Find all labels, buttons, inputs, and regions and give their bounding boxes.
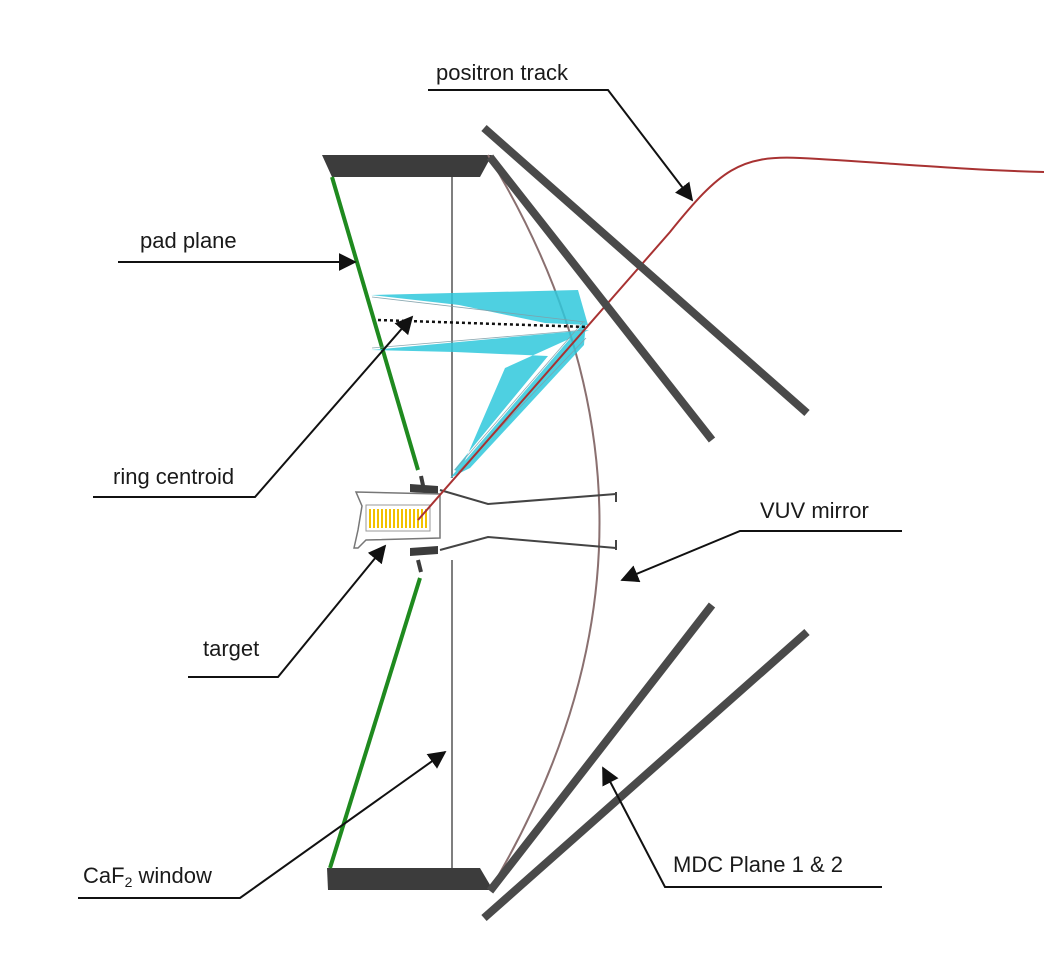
beam-pipe-upper — [439, 489, 617, 506]
beam-pipe-lower-stub — [410, 546, 438, 556]
bottom-frame-bar — [327, 868, 493, 890]
label-ring-centroid: ring centroid — [113, 464, 234, 489]
top-frame-bar — [322, 155, 492, 177]
vuv-mirror — [487, 154, 601, 891]
mdc-plane-1-top — [481, 125, 810, 416]
leader-mdc-planes — [602, 766, 882, 888]
positron-track — [417, 156, 1044, 521]
beam-pipe-upper-stub — [410, 484, 438, 494]
label-pad-plane: pad plane — [140, 228, 237, 253]
pad-plane-gap-bottom — [416, 559, 423, 573]
pad-plane-lower — [328, 577, 422, 869]
leader-caf2-window — [78, 750, 447, 899]
label-caf2-window: CaF2 window — [83, 863, 212, 890]
beam-pipe-lower — [439, 535, 617, 551]
label-positron-track: positron track — [436, 60, 569, 85]
mdc-plane-1-bottom — [486, 602, 716, 894]
leader-vuv-mirror — [620, 530, 902, 583]
pad-plane-upper — [330, 176, 420, 471]
mdc-plane-2-bottom — [481, 629, 810, 921]
leader-positron-track — [428, 89, 694, 202]
label-mdc-planes: MDC Plane 1 & 2 — [673, 852, 843, 877]
target-assembly — [353, 491, 441, 549]
leader-target — [188, 544, 387, 678]
label-vuv-mirror: VUV mirror — [760, 498, 869, 523]
leader-ring-centroid — [93, 315, 414, 498]
label-target: target — [203, 636, 259, 661]
ring-centroid-line — [377, 318, 589, 329]
mdc-plane-2-top — [486, 154, 716, 443]
